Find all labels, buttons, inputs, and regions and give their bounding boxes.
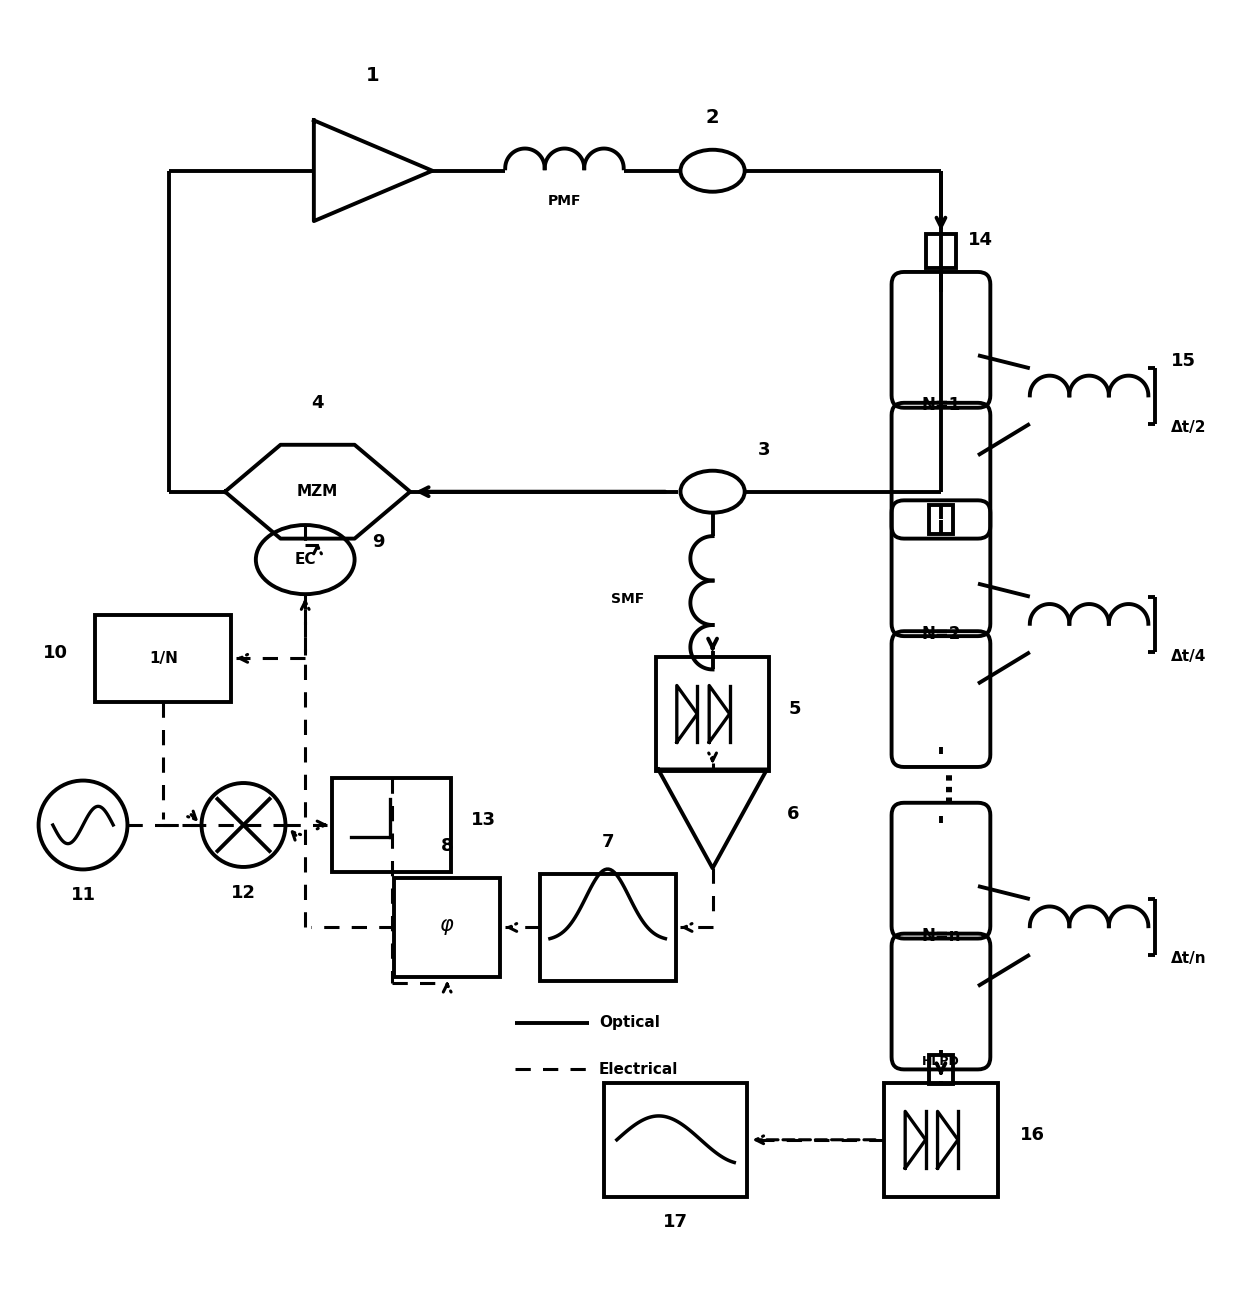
Text: SMF: SMF [611, 592, 645, 606]
Text: 8: 8 [441, 837, 454, 855]
Text: Δt/n: Δt/n [1171, 951, 1207, 966]
Text: 11: 11 [71, 886, 95, 904]
Bar [656, 658, 769, 771]
Bar [929, 505, 954, 535]
Bar [394, 879, 500, 977]
Text: 1: 1 [366, 66, 379, 84]
Text: 7: 7 [601, 833, 614, 851]
Text: 10: 10 [43, 645, 68, 663]
Text: MZM: MZM [296, 484, 339, 499]
Text: 6: 6 [786, 805, 799, 823]
Text: 5: 5 [789, 700, 801, 718]
Bar [332, 778, 451, 872]
Text: 3: 3 [758, 441, 771, 459]
Text: 12: 12 [231, 884, 255, 902]
Bar [539, 875, 676, 981]
Text: Δt/2: Δt/2 [1171, 420, 1207, 435]
Text: 14: 14 [968, 231, 993, 249]
Bar [884, 1083, 998, 1196]
Text: $\varphi$: $\varphi$ [439, 917, 455, 938]
Text: N=n: N=n [921, 928, 961, 944]
Bar [926, 234, 956, 269]
Text: Optical: Optical [599, 1016, 660, 1030]
Text: HLPD: HLPD [923, 1056, 960, 1068]
Text: 2: 2 [706, 107, 719, 127]
Text: 15: 15 [1171, 351, 1195, 370]
Bar [95, 615, 231, 702]
Text: EC: EC [294, 552, 316, 567]
Text: N=1: N=1 [921, 397, 961, 415]
Text: 1/N: 1/N [149, 651, 177, 665]
Bar [929, 1054, 954, 1084]
Text: 17: 17 [663, 1213, 688, 1231]
Text: PMF: PMF [548, 194, 582, 208]
Text: Electrical: Electrical [599, 1062, 678, 1078]
Text: 16: 16 [1021, 1125, 1045, 1143]
Bar [604, 1083, 748, 1196]
Text: 9: 9 [372, 534, 384, 552]
Text: 4: 4 [311, 394, 324, 412]
Text: 13: 13 [471, 811, 496, 829]
Text: N=2: N=2 [921, 624, 961, 642]
Text: ...: ... [926, 767, 956, 802]
Text: Δt/4: Δt/4 [1171, 649, 1207, 664]
